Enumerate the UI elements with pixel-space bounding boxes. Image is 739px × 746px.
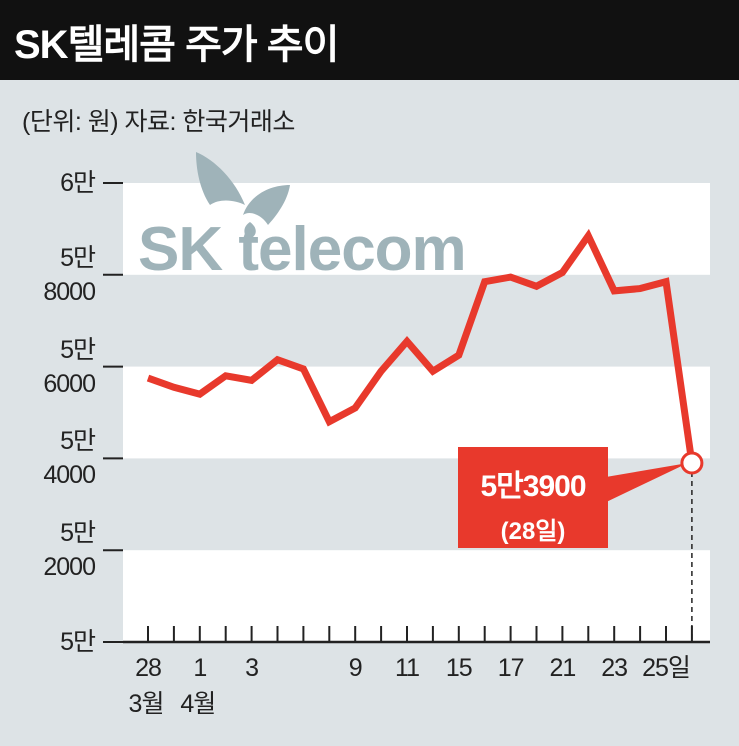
x-tick-label: 23 xyxy=(601,654,627,682)
plot-band xyxy=(123,366,710,459)
y-tick-label: 5만 xyxy=(60,628,96,656)
y-tick-label: 5만 4000 xyxy=(43,427,96,490)
logo-wing xyxy=(196,152,245,205)
callout-pointer xyxy=(600,462,688,505)
x-tick-label: 9 xyxy=(349,654,362,682)
logo: SK telecom xyxy=(138,152,467,284)
callout: 5만3900 (28일) xyxy=(458,447,608,548)
x-tick-label: 21 xyxy=(549,654,575,682)
end-marker xyxy=(680,451,704,475)
y-tick-label: 5만 6000 xyxy=(43,335,96,398)
x-tick-label: 3 xyxy=(245,654,258,682)
month-label: 3월 xyxy=(129,690,164,718)
value-label: 5만3900 xyxy=(480,470,586,503)
y-tick-label: 5만 2000 xyxy=(43,519,96,582)
subtitle: (단위: 원) 자료: 한국거래소 xyxy=(22,108,295,136)
chart-title: SK텔레콤 주가 추이 xyxy=(14,23,339,67)
month-label: 4월 xyxy=(180,690,215,718)
x-tick-label: 11 xyxy=(395,654,419,682)
logo-wing xyxy=(243,185,290,225)
logo-wing xyxy=(244,222,256,240)
header: SK텔레콤 주가 추이 xyxy=(0,0,739,80)
x-tick-label: 17 xyxy=(498,654,524,682)
logo-text: SK telecom xyxy=(138,215,466,284)
y-tick-label: 5만 8000 xyxy=(43,243,96,306)
price-line xyxy=(146,228,696,464)
x-tick-label: 25일 xyxy=(642,654,690,682)
x-tick-label: 28 xyxy=(135,654,161,682)
plot-band xyxy=(123,550,710,642)
y-tick-label: 6만 xyxy=(60,169,96,197)
x-tick-label: 15 xyxy=(446,654,472,682)
x-tick-label: 1 xyxy=(193,654,206,682)
annotation: (28일) xyxy=(500,518,566,545)
